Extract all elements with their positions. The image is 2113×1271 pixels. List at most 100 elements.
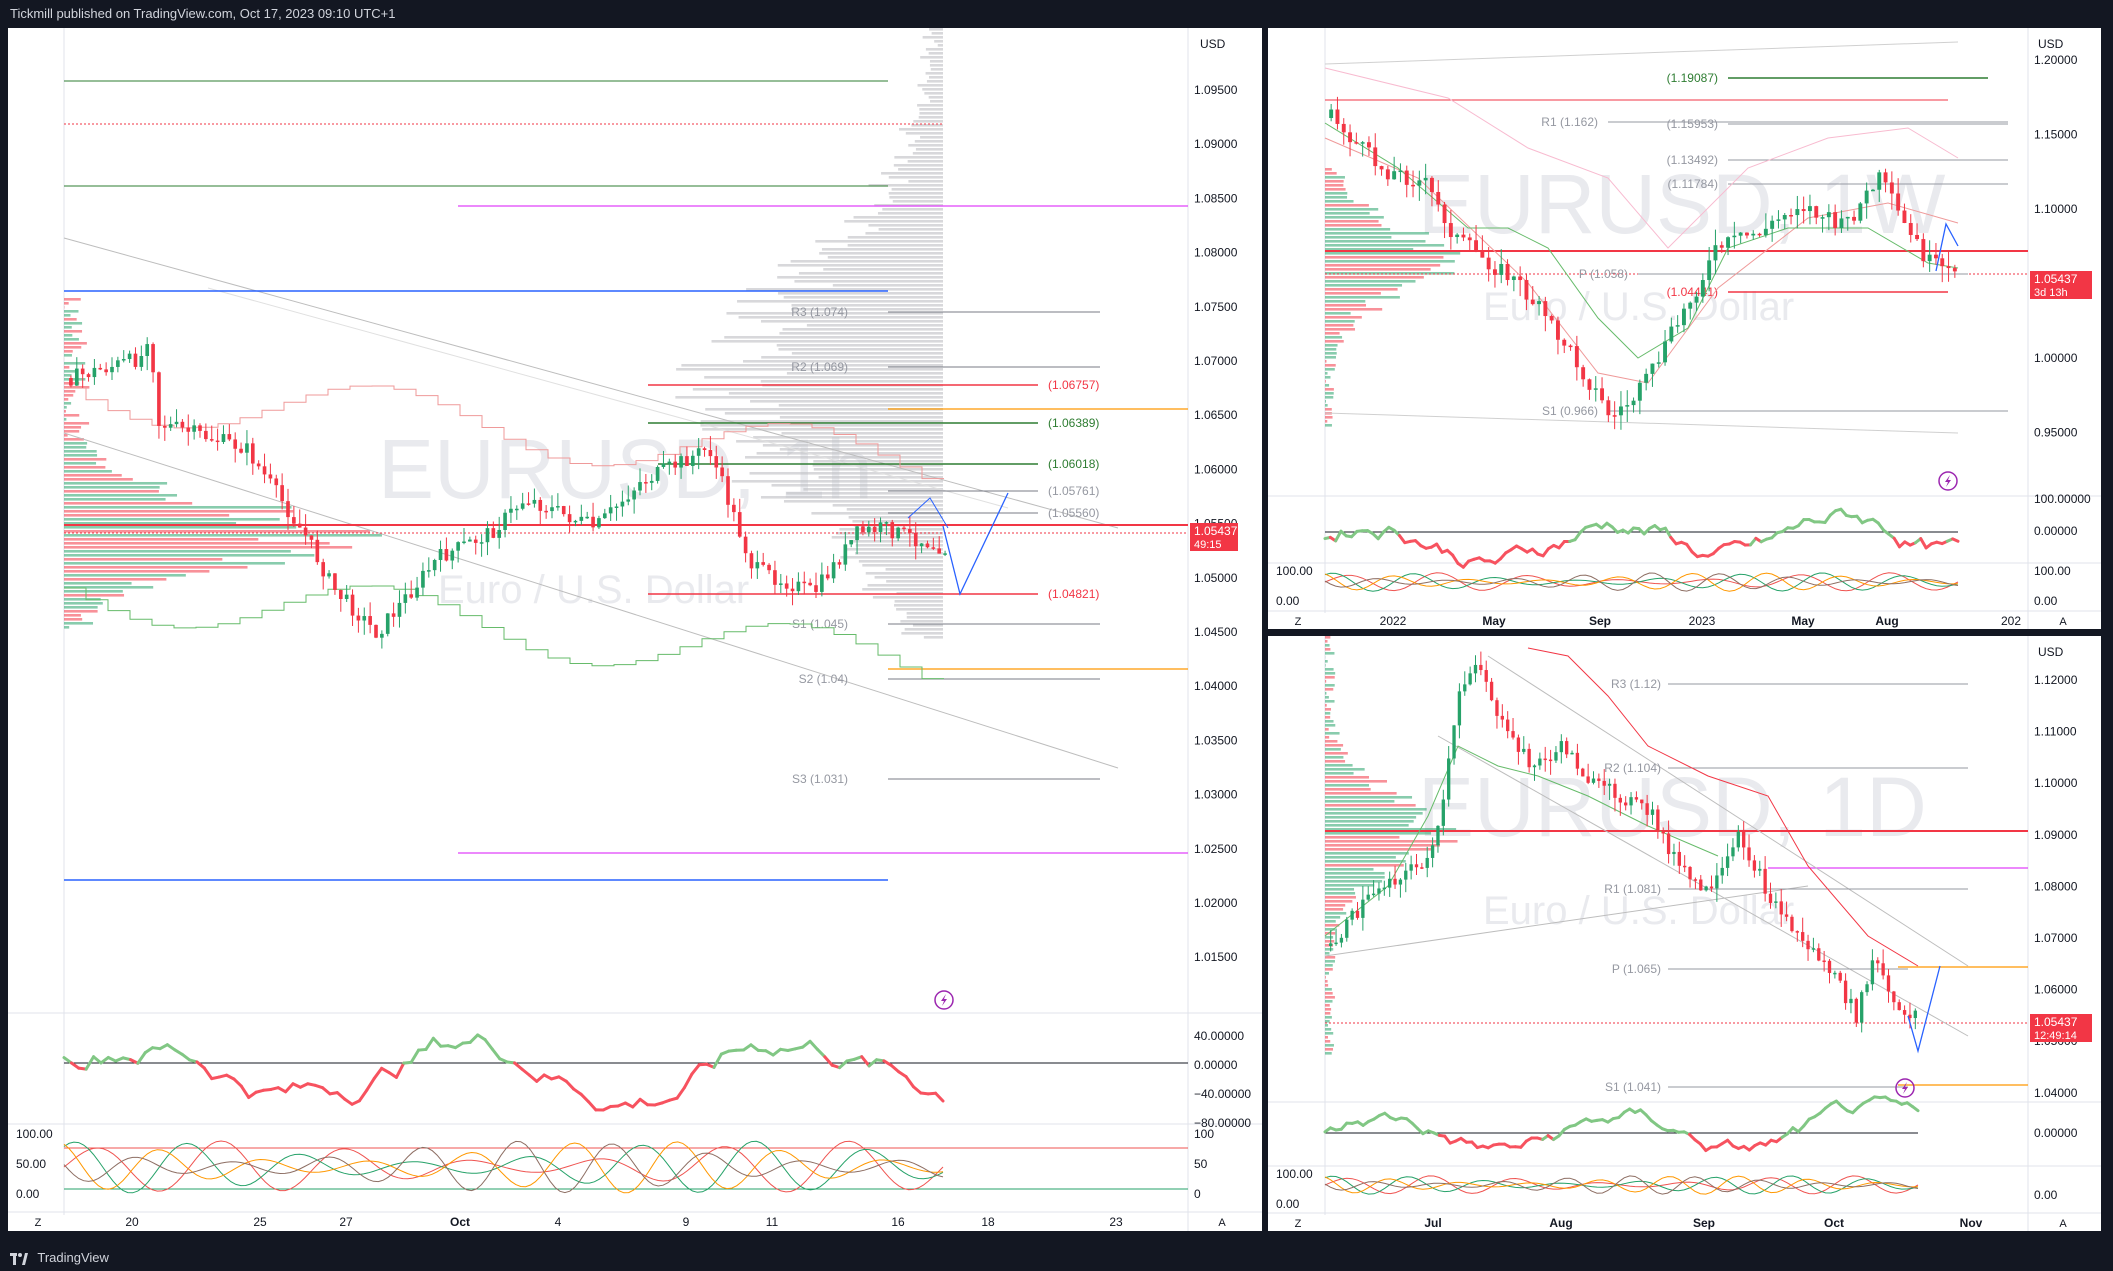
- p1-volume-profile-bar: [64, 474, 122, 477]
- p2-candle: [1707, 260, 1712, 281]
- p1-candle: [820, 574, 824, 592]
- p1-volume-profile-bar: [64, 398, 69, 401]
- p1-volume-profile-bar: [64, 302, 69, 305]
- p2-time-axis-label: 2023: [1689, 614, 1716, 628]
- p1-candle: [702, 448, 707, 451]
- p3-candle: [1404, 870, 1408, 880]
- tradingview-logo-icon: [10, 1252, 28, 1265]
- p2-candle: [1700, 280, 1705, 297]
- p1-volume-profile-bar: [64, 526, 297, 529]
- p3-volume-profile-bar: [1325, 928, 1335, 931]
- p1-volume-profile-bar: [700, 420, 943, 423]
- p2-candle: [1946, 266, 1951, 269]
- p2-time-axis-label: May: [1482, 614, 1506, 628]
- p2-volume-profile-bar: [1325, 420, 1328, 423]
- p1-volume-profile-bar: [920, 56, 943, 59]
- p3-candle: [1860, 992, 1864, 1023]
- chart-panel-1h[interactable]: EURUSD, 1h Euro / U.S. Dollar USD R3 (1.074…: [8, 28, 1262, 1231]
- p3-volume-profile-bar: [1325, 792, 1397, 795]
- p2-candle: [1675, 325, 1680, 327]
- p1-volume-profile-bar: [675, 396, 943, 399]
- p2-price-tag-value: 1.05437: [2034, 272, 2078, 286]
- p1-candle: [802, 581, 807, 584]
- p1-candle: [485, 528, 490, 543]
- p1-oscillator-line: [195, 1060, 206, 1070]
- p1-volume-profile-bar: [846, 508, 943, 511]
- p2-candle: [1889, 182, 1894, 194]
- p1-candle: [280, 485, 284, 502]
- p1-volume-profile-bar: [64, 610, 98, 613]
- chart-panel-1w[interactable]: EURUSD, 1W Euro / U.S. Dollar USD (1.19087)…: [1268, 28, 2101, 629]
- p1-candle: [567, 514, 572, 523]
- p3-candle: [1355, 910, 1360, 918]
- p1-oscillator-line: [136, 1051, 147, 1065]
- p3-candle: [1602, 780, 1606, 786]
- p1-oscillator-line: [343, 1097, 354, 1106]
- p3-candle: [1430, 845, 1435, 858]
- p3-volume-profile-bar: [1325, 884, 1375, 887]
- p1-volume-profile-bar: [893, 164, 943, 167]
- p1-osc-axis-label: −80.00000: [1194, 1116, 1251, 1130]
- p2-candle: [1852, 216, 1857, 221]
- p3-volume-profile-bar: [1325, 872, 1385, 875]
- p1-candle: [520, 503, 525, 509]
- chart-panel-1d[interactable]: EURUSD, 1D Euro / U.S. Dollar USD R3 (1.12)…: [1268, 636, 2101, 1231]
- p1-candle: [620, 501, 625, 507]
- p1-candle: [579, 516, 584, 521]
- p3-volume-profile-bar: [1325, 736, 1330, 739]
- p2-candle: [1354, 142, 1359, 144]
- p2-price-axis-label: 1.15000: [2034, 128, 2078, 142]
- p1-volume-profile-bar: [778, 348, 943, 351]
- p1-volume-profile-bar: [931, 32, 943, 35]
- p3-volume-profile-bar: [1325, 784, 1370, 787]
- p3-volume-profile-bar: [1325, 912, 1347, 915]
- p2-candle: [1858, 203, 1863, 221]
- p3-volume-profile-bar: [1325, 652, 1335, 655]
- p1-candle: [473, 539, 478, 543]
- p1-price-tag-timer: 49:15: [1194, 539, 1222, 551]
- p2-volume-profile-bar: [1325, 252, 1461, 255]
- p3-stoch-axis-right-label: 0.00: [2034, 1188, 2058, 1202]
- p3-candle: [1677, 851, 1681, 866]
- p1-oscillator-line: [771, 1047, 782, 1057]
- p3-candle: [1425, 857, 1429, 868]
- p2-price-tag: [2030, 271, 2092, 299]
- p1-candle: [239, 448, 243, 453]
- p1-candle: [385, 613, 390, 634]
- p1-oscillator-line: [239, 1084, 251, 1099]
- p1-volume-profile-bar: [818, 476, 943, 479]
- p2-candle: [1795, 209, 1800, 216]
- p1-candle: [761, 562, 766, 565]
- p1-volume-profile-bar: [918, 116, 943, 119]
- p1-volume-profile-bar: [791, 308, 943, 311]
- p1-level-label: (1.06389): [1048, 416, 1099, 430]
- p1-volume-profile-bar: [745, 456, 943, 459]
- p1-candle: [80, 368, 85, 375]
- p3-volume-profile-bar: [1325, 1016, 1332, 1019]
- p2-candle: [1915, 234, 1920, 240]
- p1-candle: [755, 562, 760, 569]
- p1-candle: [902, 527, 906, 530]
- p2-candle: [1499, 263, 1504, 275]
- p1-volume-profile-bar: [64, 518, 280, 521]
- p1-candle: [157, 372, 161, 426]
- p2-volume-profile-bar: [1325, 260, 1455, 263]
- p1-watermark-desc: Euro / U.S. Dollar: [438, 568, 749, 612]
- p3-currency-label: USD: [2038, 645, 2064, 659]
- p2-candle: [1637, 382, 1642, 401]
- p3-time-axis-label: Jul: [1424, 1216, 1441, 1230]
- p2-candle: [1933, 254, 1938, 259]
- p1-volume-profile-bar: [874, 576, 943, 579]
- p1-level-label: R2 (1.069): [791, 360, 848, 374]
- p1-volume-profile-bar: [885, 568, 943, 571]
- p2-candle: [1373, 147, 1378, 167]
- p1-volume-profile-bar: [756, 452, 943, 455]
- p2-candle: [1518, 276, 1523, 281]
- p2-stoch-axis-right-label: 0.00: [2034, 594, 2058, 608]
- p1-volume-profile-bar: [64, 370, 79, 373]
- p2-candle: [1593, 388, 1598, 390]
- p3-volume-profile-bar: [1325, 676, 1335, 679]
